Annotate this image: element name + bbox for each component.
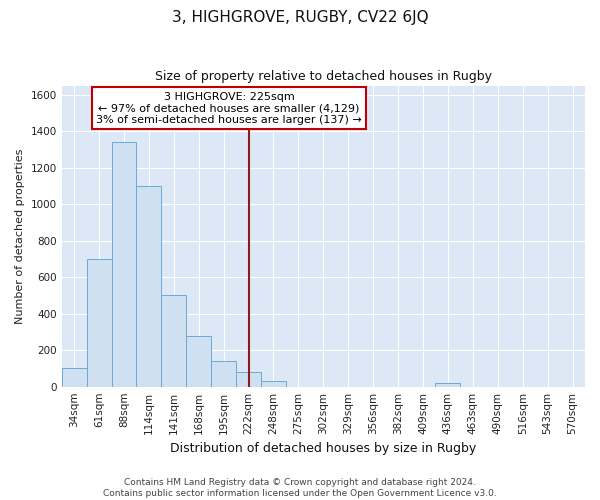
Bar xyxy=(161,296,186,386)
Bar xyxy=(62,368,86,386)
Title: Size of property relative to detached houses in Rugby: Size of property relative to detached ho… xyxy=(155,70,492,83)
Y-axis label: Number of detached properties: Number of detached properties xyxy=(15,148,25,324)
Bar xyxy=(261,381,286,386)
Text: 3, HIGHGROVE, RUGBY, CV22 6JQ: 3, HIGHGROVE, RUGBY, CV22 6JQ xyxy=(172,10,428,25)
X-axis label: Distribution of detached houses by size in Rugby: Distribution of detached houses by size … xyxy=(170,442,476,455)
Bar xyxy=(112,142,136,386)
Text: Contains HM Land Registry data © Crown copyright and database right 2024.
Contai: Contains HM Land Registry data © Crown c… xyxy=(103,478,497,498)
Bar xyxy=(436,383,460,386)
Text: 3 HIGHGROVE: 225sqm
← 97% of detached houses are smaller (4,129)
3% of semi-deta: 3 HIGHGROVE: 225sqm ← 97% of detached ho… xyxy=(96,92,362,125)
Bar xyxy=(211,361,236,386)
Bar xyxy=(86,259,112,386)
Bar xyxy=(236,372,261,386)
Bar xyxy=(186,336,211,386)
Bar xyxy=(136,186,161,386)
